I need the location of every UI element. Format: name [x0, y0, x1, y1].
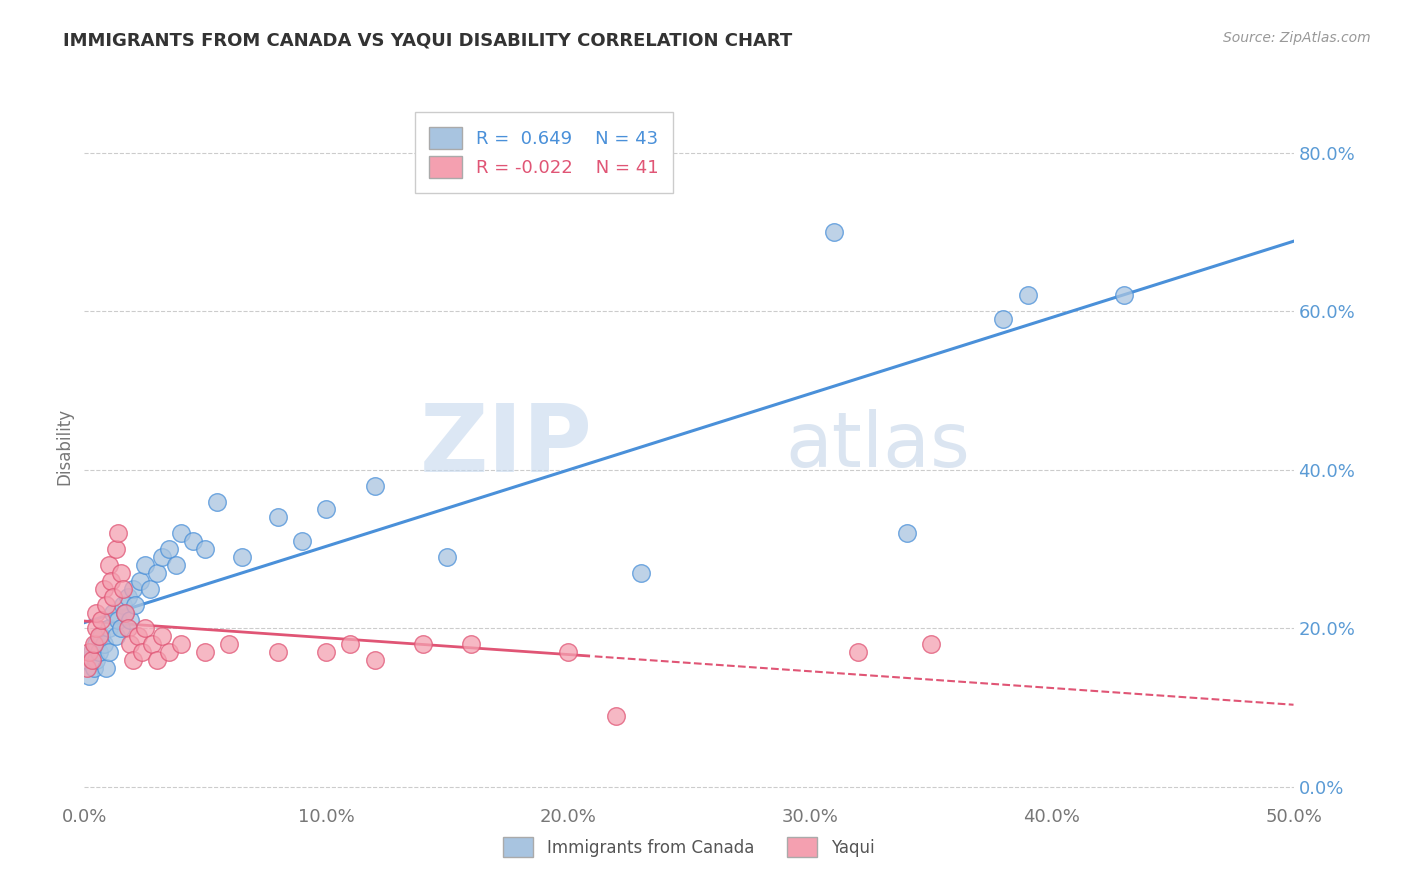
Point — [83, 661, 105, 675]
Point — [104, 542, 127, 557]
Point — [1114, 288, 1136, 302]
Point — [170, 637, 193, 651]
Point — [97, 621, 120, 635]
Point — [121, 582, 143, 596]
Point — [77, 669, 100, 683]
Point — [97, 558, 120, 572]
Point — [150, 549, 173, 564]
Point — [90, 614, 112, 628]
Point — [107, 526, 129, 541]
Point — [90, 629, 112, 643]
Text: IMMIGRANTS FROM CANADA VS YAQUI DISABILITY CORRELATION CHART: IMMIGRANTS FROM CANADA VS YAQUI DISABILI… — [63, 31, 793, 49]
Point — [460, 637, 482, 651]
Point — [993, 312, 1015, 326]
Point — [80, 653, 103, 667]
Point — [267, 510, 290, 524]
Point — [823, 225, 845, 239]
Point — [86, 606, 108, 620]
Point — [114, 606, 136, 620]
Point — [181, 534, 204, 549]
Point — [896, 526, 918, 541]
Point — [114, 606, 136, 620]
Point — [339, 637, 361, 651]
Point — [76, 653, 98, 667]
Point — [146, 653, 169, 667]
Point — [107, 614, 129, 628]
Point — [112, 598, 135, 612]
Point — [218, 637, 240, 651]
Point — [87, 629, 110, 643]
Point — [100, 574, 122, 588]
Point — [104, 629, 127, 643]
Point — [165, 558, 187, 572]
Point — [291, 534, 314, 549]
Point — [557, 645, 579, 659]
Point — [194, 542, 217, 557]
Point — [315, 502, 337, 516]
Point — [150, 629, 173, 643]
Point — [231, 549, 253, 564]
Point — [134, 558, 156, 572]
Point — [207, 494, 229, 508]
Point — [121, 653, 143, 667]
Point — [920, 637, 942, 651]
Point — [846, 645, 869, 659]
Point — [112, 582, 135, 596]
Point — [94, 661, 117, 675]
Point — [630, 566, 652, 580]
Y-axis label: Disability: Disability — [55, 408, 73, 484]
Point — [157, 645, 180, 659]
Legend: Immigrants from Canada, Yaqui: Immigrants from Canada, Yaqui — [495, 829, 883, 866]
Point — [97, 645, 120, 659]
Point — [86, 637, 108, 651]
Text: atlas: atlas — [786, 409, 970, 483]
Point — [436, 549, 458, 564]
Point — [103, 590, 125, 604]
Point — [1017, 288, 1039, 302]
Point — [267, 645, 290, 659]
Point — [77, 645, 100, 659]
Point — [146, 566, 169, 580]
Point — [86, 653, 108, 667]
Point — [117, 590, 139, 604]
Point — [76, 661, 98, 675]
Point — [605, 708, 627, 723]
Point — [117, 621, 139, 635]
Point — [120, 614, 142, 628]
Point — [170, 526, 193, 541]
Point — [87, 645, 110, 659]
Point — [80, 645, 103, 659]
Point — [315, 645, 337, 659]
Point — [83, 637, 105, 651]
Point — [93, 582, 115, 596]
Point — [157, 542, 180, 557]
Text: Source: ZipAtlas.com: Source: ZipAtlas.com — [1223, 31, 1371, 45]
Point — [93, 637, 115, 651]
Point — [134, 621, 156, 635]
Point — [412, 637, 434, 651]
Point — [194, 645, 217, 659]
Text: ZIP: ZIP — [419, 400, 592, 492]
Point — [94, 598, 117, 612]
Point — [120, 637, 142, 651]
Point — [124, 598, 146, 612]
Point — [86, 621, 108, 635]
Point — [103, 606, 125, 620]
Point — [127, 629, 149, 643]
Point — [363, 478, 385, 492]
Point — [141, 637, 163, 651]
Point — [138, 582, 160, 596]
Point — [110, 566, 132, 580]
Point — [131, 645, 153, 659]
Point — [129, 574, 152, 588]
Point — [110, 621, 132, 635]
Point — [363, 653, 385, 667]
